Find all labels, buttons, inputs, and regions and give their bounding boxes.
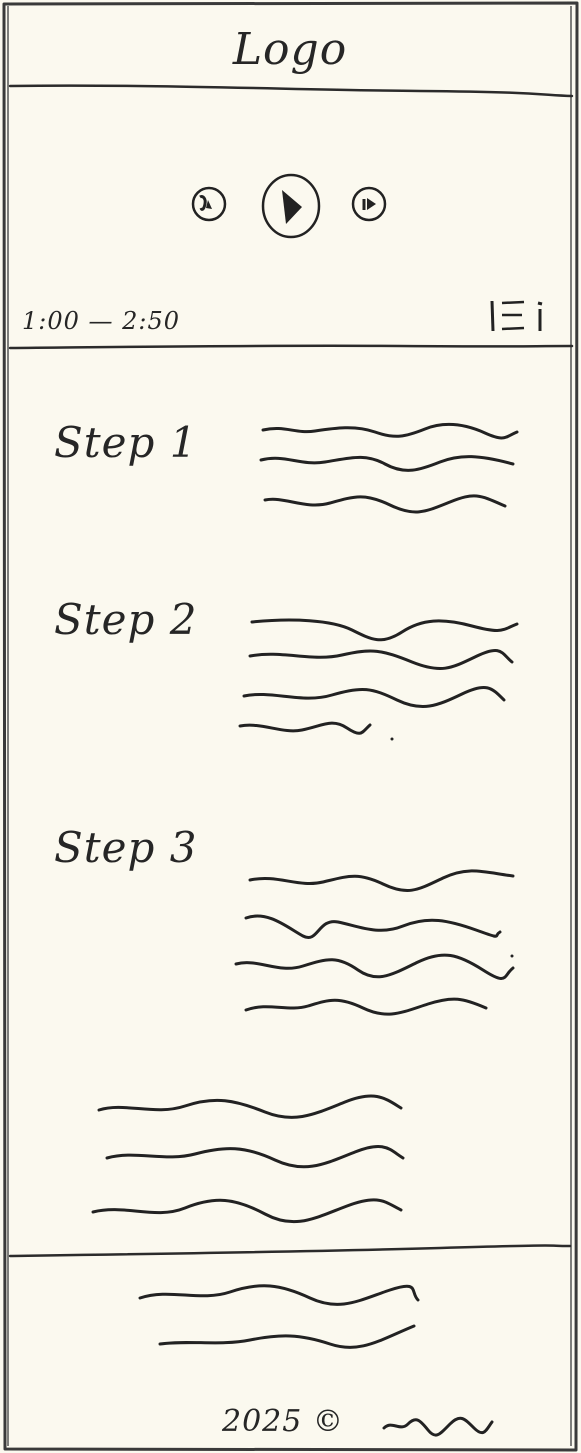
step-2-text-placeholder <box>238 618 519 741</box>
body-text-placeholder <box>91 1094 405 1224</box>
forward-icon <box>351 186 387 222</box>
step-3-title: Step 3 <box>54 823 198 872</box>
step-1-text-placeholder <box>259 422 519 514</box>
forward-button[interactable] <box>346 182 392 228</box>
logo[interactable]: Logo <box>232 24 348 75</box>
time-range: 1:00 — 2:50 <box>22 307 181 335</box>
menu-button[interactable] <box>486 295 550 337</box>
step-2-title: Step 2 <box>54 595 198 644</box>
play-button[interactable] <box>260 172 324 240</box>
footer-text-placeholder <box>138 1284 420 1349</box>
step-1-title: Step 1 <box>54 418 198 467</box>
step-3-text-placeholder <box>234 869 515 1016</box>
copyright-name-placeholder <box>382 1416 494 1437</box>
rewind-button[interactable] <box>186 182 232 228</box>
rewind-icon <box>191 186 227 222</box>
menu-icon <box>490 300 543 332</box>
copyright-year: 2025 © <box>222 1404 344 1439</box>
play-icon <box>261 173 321 239</box>
